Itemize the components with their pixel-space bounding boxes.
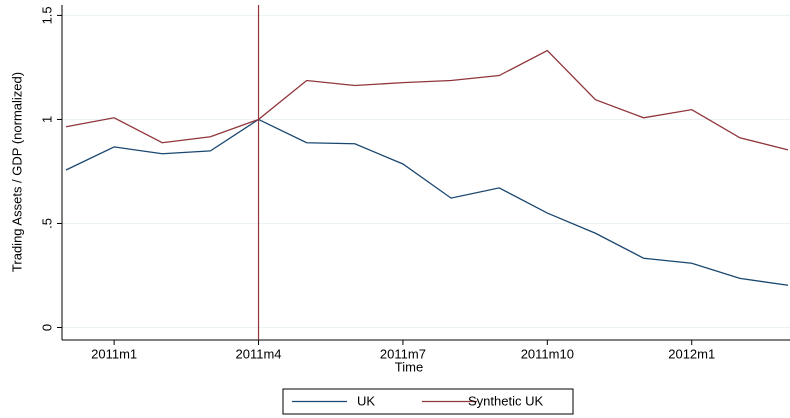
line-series: [65, 49, 789, 151]
legend-label: Synthetic UK: [468, 393, 543, 408]
x-tick-label: 2011m1: [91, 346, 137, 361]
line-series: [65, 118, 789, 286]
x-tick-label: 2012m1: [668, 346, 715, 361]
x-tick-label: 2011m4: [236, 346, 282, 361]
legend: UK Synthetic UK: [282, 388, 574, 415]
legend-label: UK: [357, 393, 375, 408]
y-tick-label: .5: [39, 218, 54, 229]
x-axis-title: Time: [395, 359, 423, 374]
x-tick-label: 2011m7: [380, 346, 426, 361]
y-tick-label: 0: [39, 324, 54, 331]
y-tick-label: 1: [39, 116, 54, 123]
y-tick-label: 1.5: [39, 6, 54, 24]
y-axis-title: Trading Assets / GDP (normalized): [9, 72, 24, 272]
x-tick-label: 2011m10: [521, 346, 574, 361]
